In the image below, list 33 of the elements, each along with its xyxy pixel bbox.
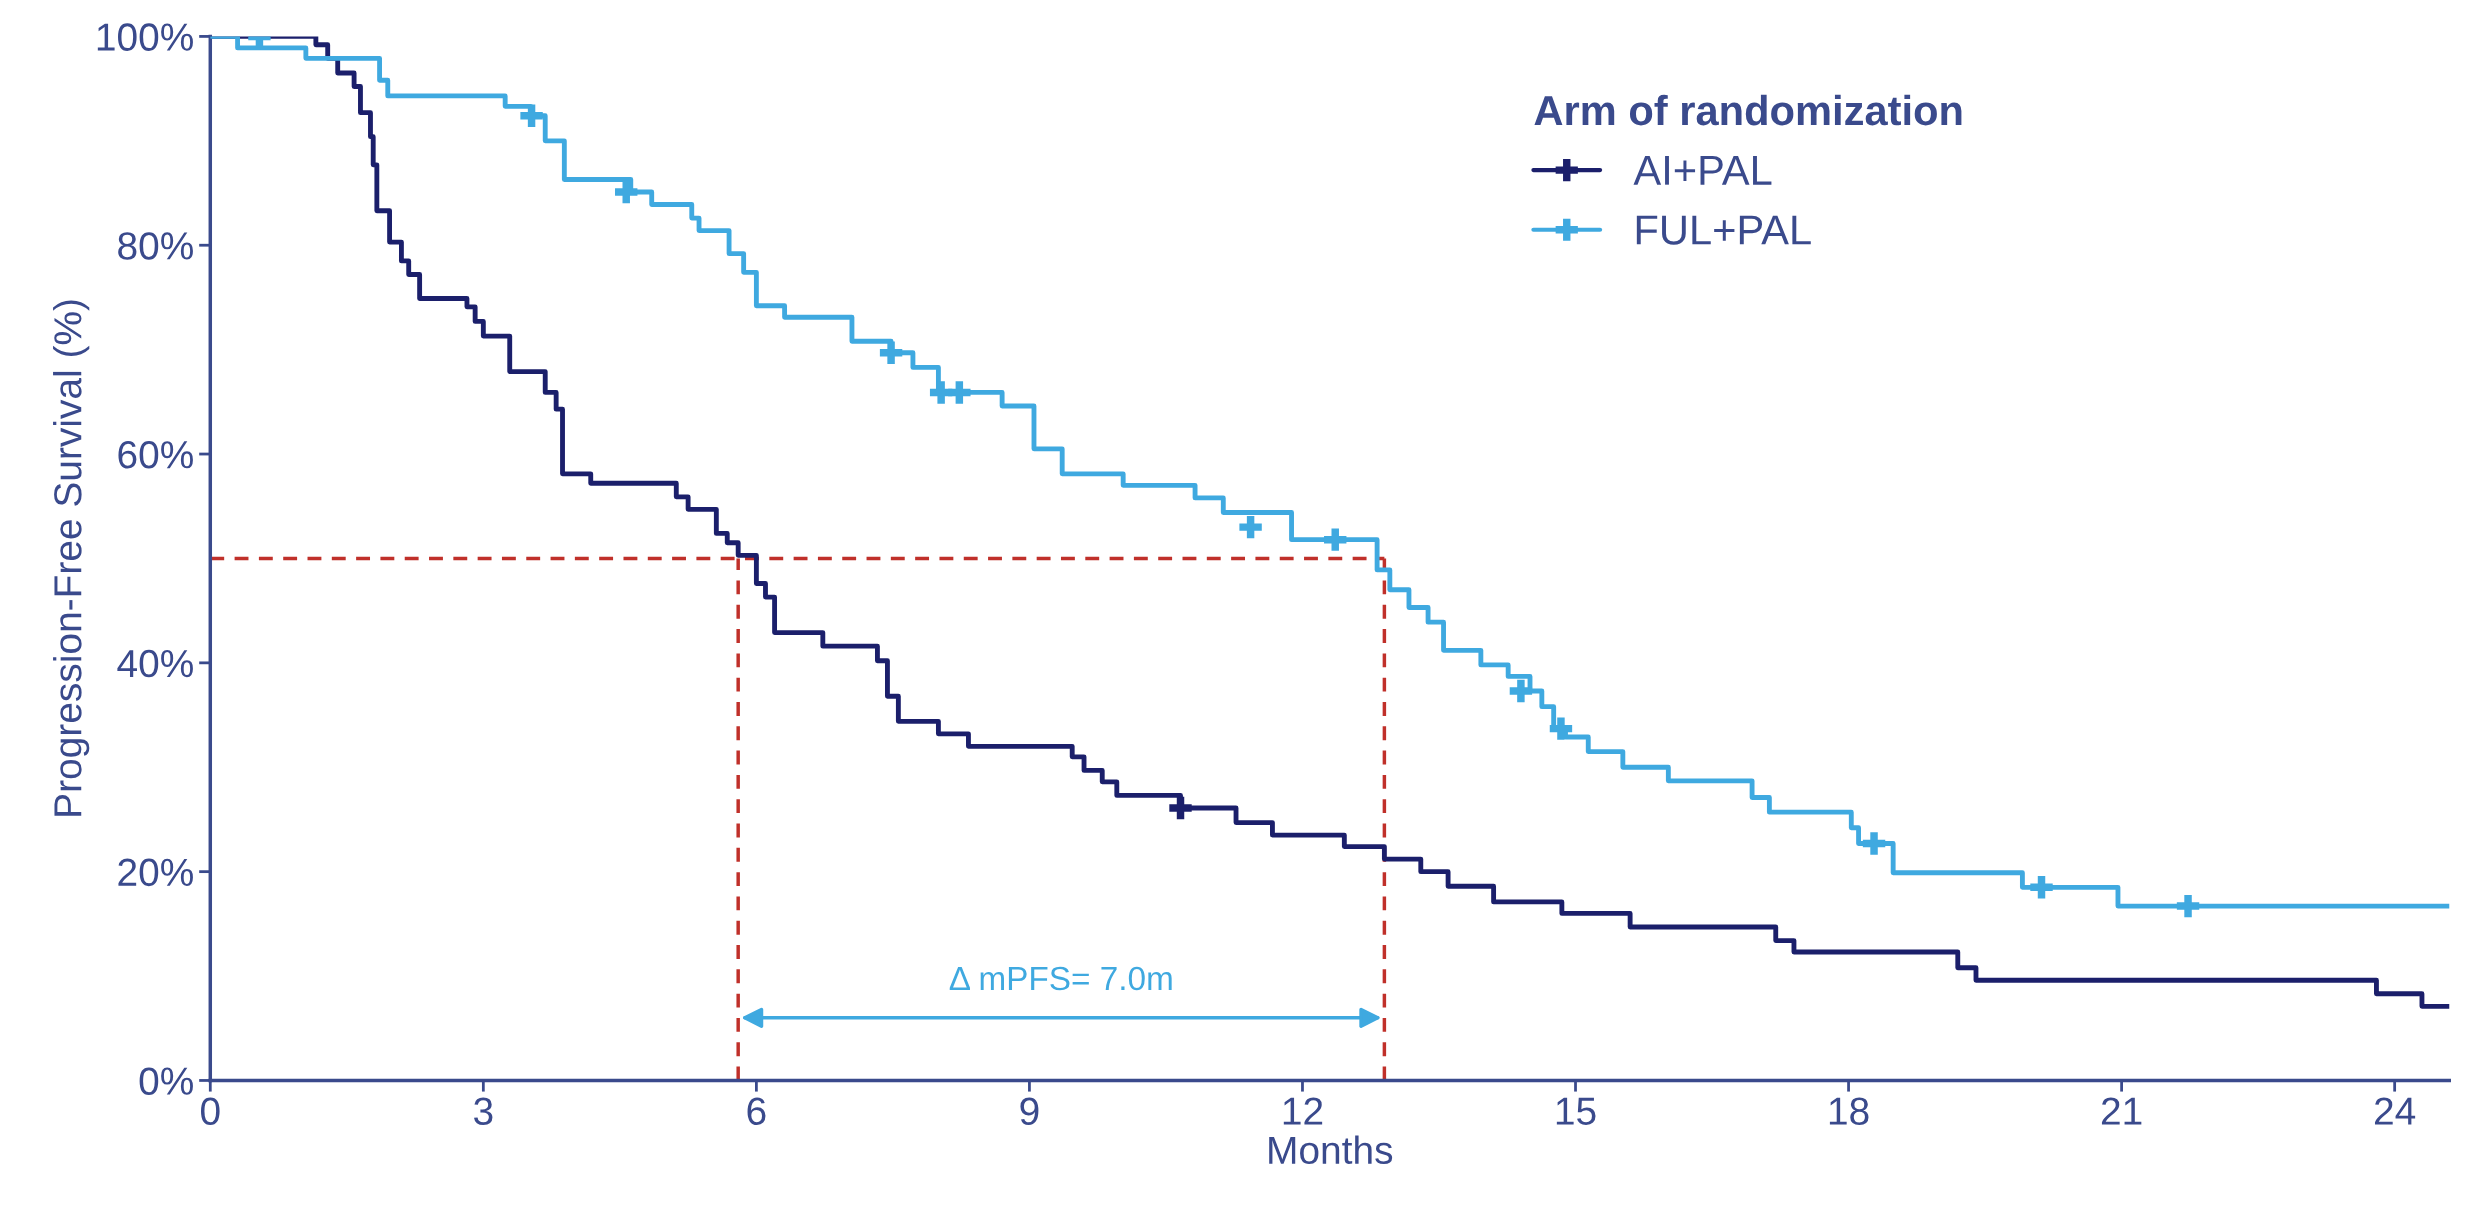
y-tick-label: 40% [117,649,193,678]
y-axis-title: Progression-Free Survival (%) [53,300,90,816]
point [1324,528,1347,551]
point [2176,894,2200,918]
point [1862,832,1886,855]
legend-label: AI+PAL [1633,156,1772,185]
x-tick-label: 3 [474,1097,493,1125]
point [615,180,638,204]
point [1509,679,1533,703]
x-tick-label: 12 [1283,1097,1323,1125]
x-tick-label: 18 [1829,1097,1869,1125]
point [879,341,903,364]
x-tick-label: 24 [2374,1097,2416,1125]
legend-title: Arm of randomization [1534,94,1962,126]
y-tick-label: 80% [118,232,193,260]
x-tick-label: 21 [2101,1097,2142,1125]
point [1239,515,1262,539]
point [2030,876,2053,899]
annotation: Δ mPFS= 7.0m [949,966,1172,991]
x-tick-label: 6 [747,1097,766,1125]
y-tick-label: 0% [139,1067,193,1095]
legend-label: FUL+PAL [1636,215,1811,245]
x-axis-title: Months [1269,1135,1393,1165]
x-tick-label: 0 [201,1097,220,1125]
x-tick-label: 9 [1020,1097,1039,1125]
y-tick-label: 100% [97,23,193,51]
point [520,104,543,127]
point [1169,796,1192,820]
point [1549,717,1573,740]
point [948,381,971,404]
y-tick-label: 20% [118,858,193,887]
x-tick-label: 15 [1556,1097,1596,1125]
y-tick-label: 60% [118,440,193,469]
